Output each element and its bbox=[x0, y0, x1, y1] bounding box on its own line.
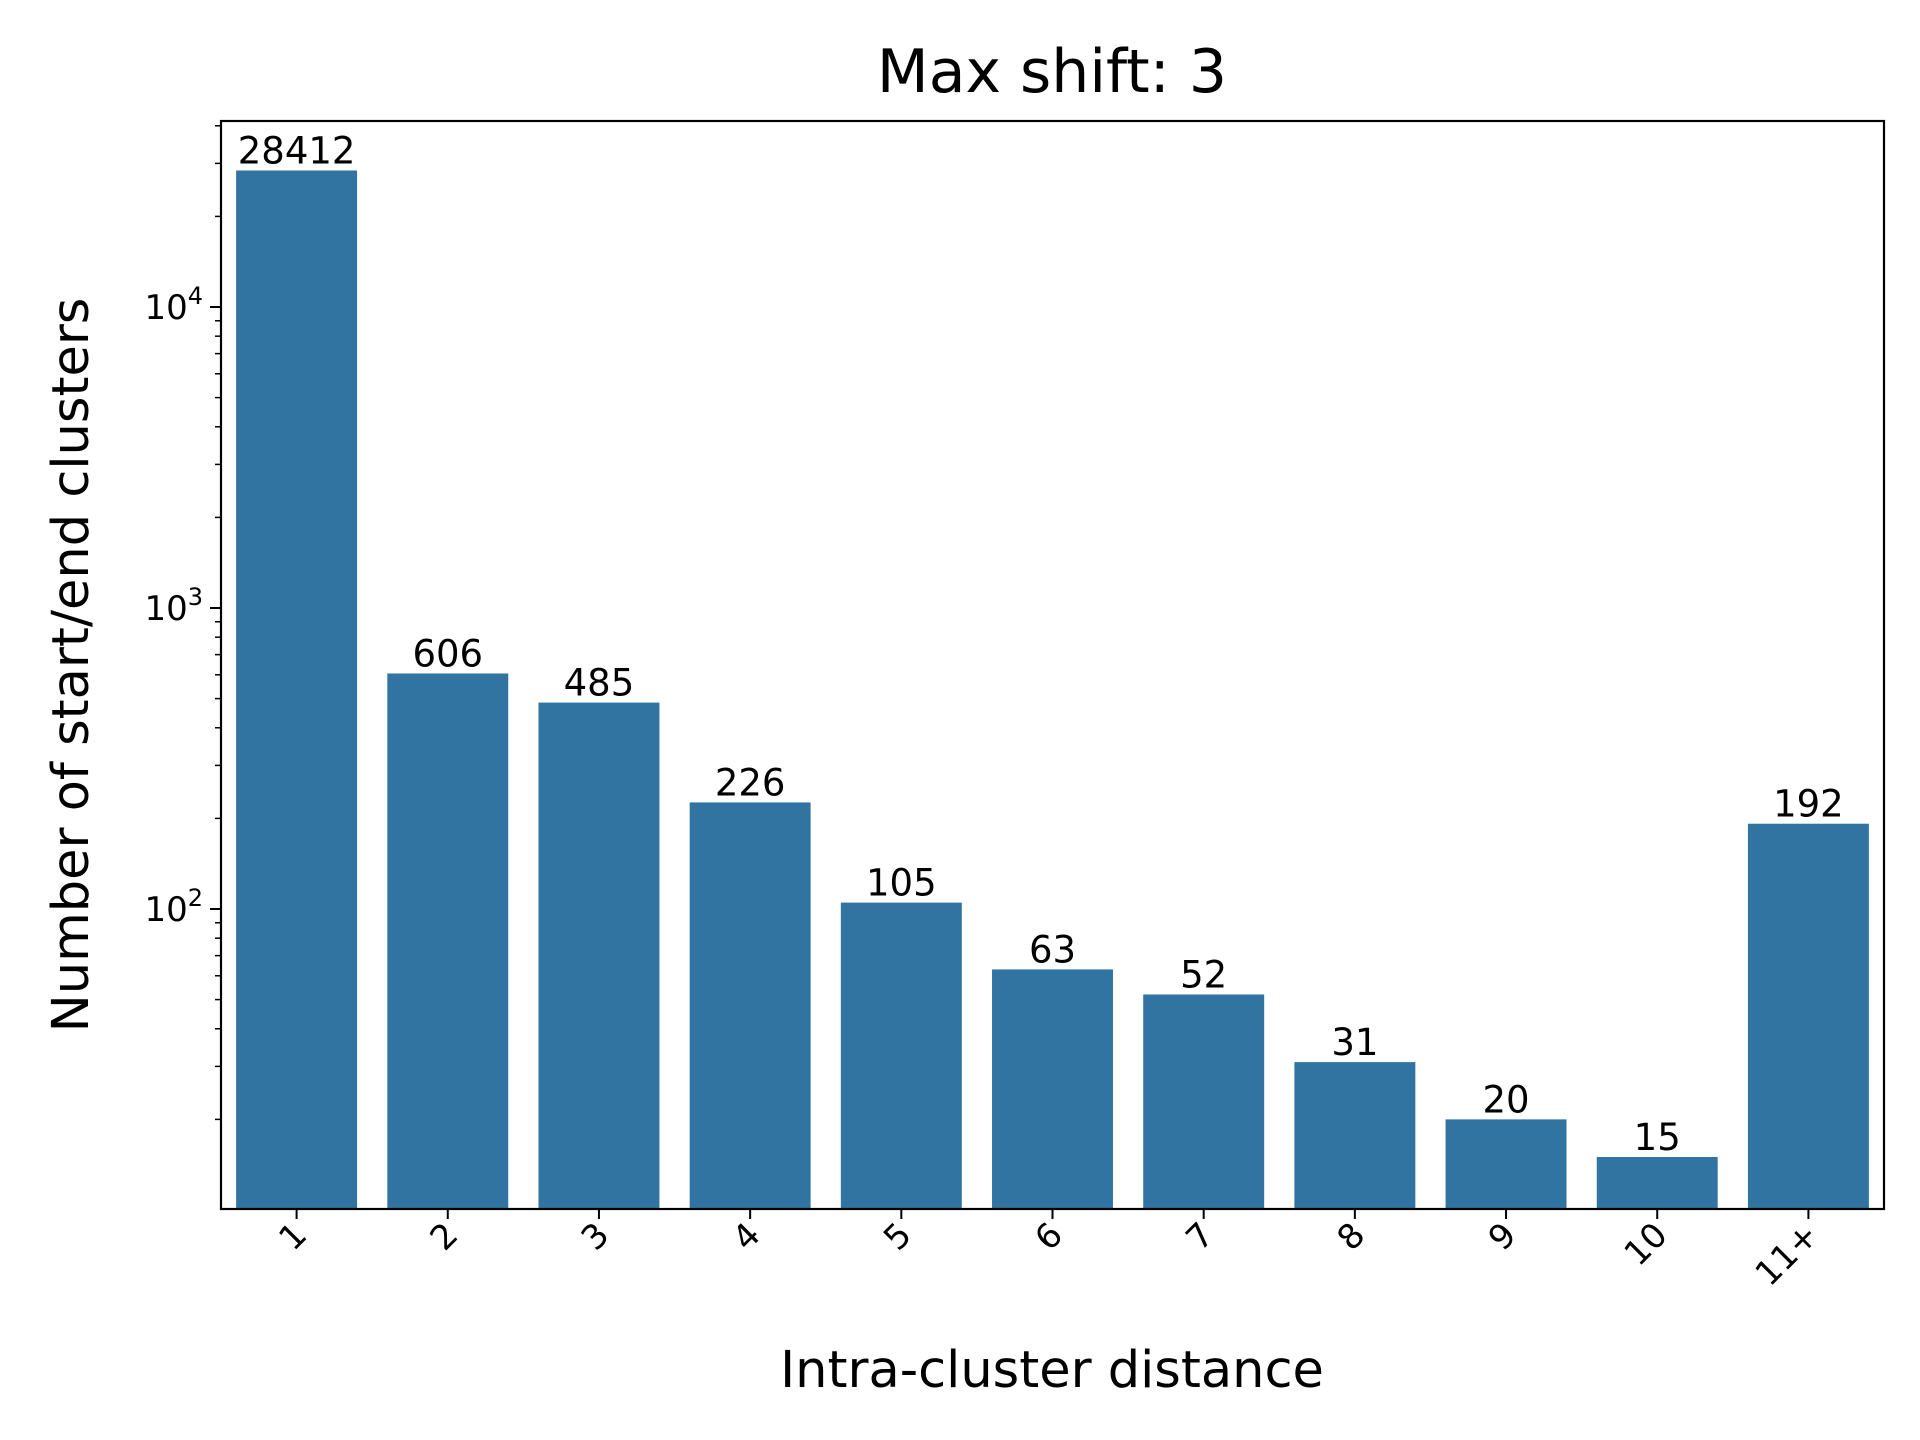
y-tick-label: 103 bbox=[144, 583, 203, 629]
y-tick-label: 104 bbox=[144, 282, 203, 328]
plot-frame bbox=[219, 119, 1886, 1211]
value-label-3: 485 bbox=[564, 662, 635, 705]
bars-group bbox=[236, 170, 1869, 1209]
value-label-2: 606 bbox=[412, 632, 483, 675]
value-label-10: 15 bbox=[1634, 1116, 1681, 1159]
bar-9 bbox=[1445, 1119, 1567, 1209]
x-tick-label-11+: 11+ bbox=[1748, 1215, 1827, 1294]
bar-1 bbox=[236, 170, 358, 1209]
bar-3 bbox=[538, 702, 660, 1209]
value-label-5: 105 bbox=[866, 862, 937, 905]
x-tick-label-9: 9 bbox=[1481, 1215, 1525, 1259]
chart-title: Max shift: 3 bbox=[877, 37, 1227, 107]
value-label-11+: 192 bbox=[1773, 783, 1844, 826]
x-tick-label-8: 8 bbox=[1330, 1215, 1374, 1259]
x-axis: 1 2 3 4 5 6 7 8 9 10 11+ bbox=[271, 1209, 1827, 1294]
value-label-8: 31 bbox=[1331, 1021, 1378, 1064]
bar-6 bbox=[992, 969, 1113, 1209]
value-label-4: 226 bbox=[715, 761, 786, 804]
bar-11+ bbox=[1747, 823, 1869, 1209]
y-tick-label: 102 bbox=[144, 884, 203, 930]
x-tick-label-4: 4 bbox=[725, 1215, 769, 1259]
value-label-7: 52 bbox=[1180, 953, 1227, 996]
x-tick-label-2: 2 bbox=[423, 1215, 467, 1259]
value-labels-group: 28412 606 485 226 105 63 52 31 20 15 192 bbox=[238, 130, 1844, 1160]
x-tick-label-1: 1 bbox=[271, 1215, 315, 1259]
x-tick-label-5: 5 bbox=[876, 1215, 920, 1259]
value-label-1: 28412 bbox=[238, 130, 356, 173]
bar-7 bbox=[1143, 994, 1265, 1209]
x-axis-label: Intra-cluster distance bbox=[780, 1341, 1324, 1400]
x-tick-label-6: 6 bbox=[1027, 1215, 1071, 1259]
bar-5 bbox=[840, 902, 962, 1209]
y-axis-label: Number of start/end clusters bbox=[42, 298, 101, 1033]
value-label-6: 63 bbox=[1029, 928, 1076, 971]
y-axis: 102 103 104 bbox=[144, 125, 221, 1121]
bar-10 bbox=[1596, 1157, 1718, 1209]
bar-8 bbox=[1294, 1062, 1416, 1209]
x-tick-label-3: 3 bbox=[574, 1215, 618, 1259]
x-tick-label-10: 10 bbox=[1617, 1215, 1676, 1274]
x-tick-label-7: 7 bbox=[1178, 1215, 1222, 1259]
bar-2 bbox=[387, 673, 509, 1209]
bar-4 bbox=[689, 802, 811, 1209]
value-label-9: 20 bbox=[1483, 1078, 1530, 1121]
